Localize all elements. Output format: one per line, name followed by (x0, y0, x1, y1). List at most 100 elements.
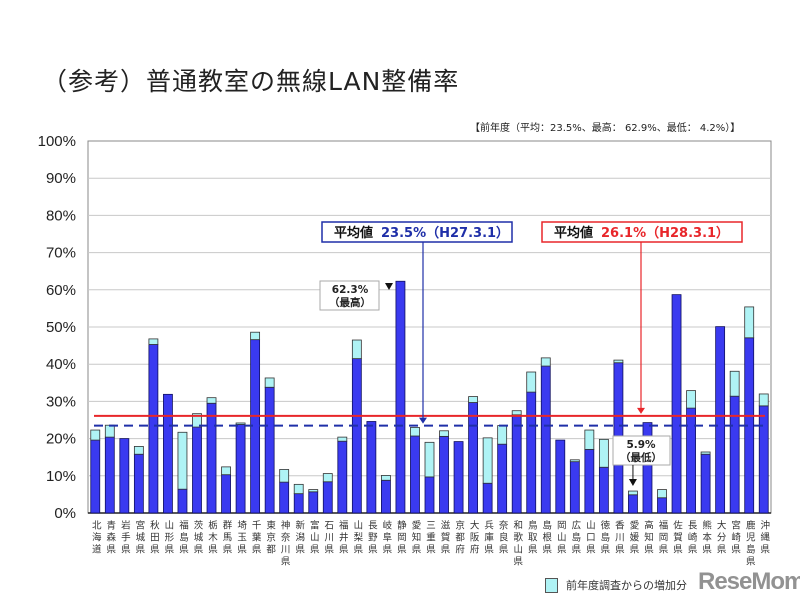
category-label: 鳥取県 (526, 519, 538, 556)
bar-46 (758, 405, 769, 514)
avg-prev-callout-value: 23.5%（H27.3.1） (381, 225, 509, 241)
bars (90, 280, 769, 514)
bar-increase-23 (424, 441, 435, 478)
avg-current-callout-label: 平均値 (554, 225, 593, 241)
avg-current-callout-text: 平均値 26.1%（H28.3.1） (554, 225, 729, 241)
category-label: 茨城県 (191, 519, 203, 556)
bar-37 (628, 494, 638, 514)
avg-prev-callout-text: 平均値 23.5%（H27.3.1） (334, 225, 509, 241)
min-note-sub: （最低） (620, 451, 662, 464)
category-label: 福井県 (337, 519, 349, 556)
bar-increase-36 (613, 359, 624, 364)
avg-prev-callout-arrowhead-icon (419, 417, 427, 424)
category-label: 長崎県 (686, 520, 698, 556)
bar-17 (337, 440, 348, 514)
bar-7 (192, 426, 202, 514)
bar-23 (424, 476, 435, 514)
legend-swatch-increase (545, 577, 558, 593)
bar-increase-39 (657, 489, 667, 499)
category-label: 長野県 (366, 520, 378, 556)
bar-8 (206, 402, 217, 514)
previous-year-note: 【前年度（平均：23.5%、最高： 62.9%、最低： 4.2%）】 (470, 123, 741, 134)
bar-27 (482, 482, 493, 514)
avg-current-callout-value: 26.1%（H28.3.1） (601, 225, 729, 241)
category-label: 大分県 (715, 519, 727, 556)
category-label: 岡山県 (555, 520, 567, 556)
bar-24 (439, 435, 449, 514)
y-axis-ticks: 0% 10% 20% 30% 40% 50% 60% 70% 80% 90% 100% (38, 133, 76, 522)
min-marker-icon (628, 479, 637, 486)
bar-increase-8 (206, 397, 217, 404)
bar-0 (90, 439, 101, 514)
bar-40 (671, 294, 682, 514)
category-label: 和歌山県 (511, 520, 523, 568)
max-note-box (319, 280, 380, 311)
bar-18 (351, 358, 362, 514)
bar-increase-0 (90, 429, 101, 441)
bar-increase-31 (540, 357, 551, 367)
y-tick-label: 90% (46, 170, 76, 187)
category-label: 岩手県 (119, 519, 131, 556)
y-tick-label: 0% (54, 505, 76, 522)
category-label: 群馬県 (221, 519, 233, 556)
y-tick-label: 80% (46, 207, 76, 224)
category-label: 徳島県 (598, 519, 610, 556)
category-label: 静岡県 (395, 519, 407, 556)
bar-increase-17 (337, 436, 348, 442)
y-tick-label: 70% (46, 245, 76, 262)
bar-13 (279, 481, 290, 514)
category-label: 東京都 (264, 519, 276, 556)
bar-increase-12 (264, 377, 275, 388)
bar-22 (410, 435, 420, 514)
bar-12 (264, 386, 275, 514)
category-label: 山形県 (162, 520, 174, 556)
min-note-value: 5.9% (626, 439, 656, 451)
bar-increase-46 (758, 393, 769, 407)
category-label: 宮城県 (133, 519, 145, 556)
bar-21 (395, 280, 406, 514)
category-label: 福島県 (177, 519, 189, 556)
category-label: 北海道 (90, 520, 102, 556)
category-label: 滋賀県 (439, 519, 451, 556)
category-label: 福岡県 (657, 519, 669, 556)
category-label: 神奈川県 (279, 519, 291, 568)
y-tick-label: 100% (38, 133, 76, 150)
bar-39 (657, 497, 667, 514)
bar-32 (555, 439, 566, 514)
bar-increase-15 (308, 489, 319, 493)
category-label: 栃木県 (206, 519, 218, 556)
legend: 前年度調査からの増加分 (545, 577, 687, 593)
max-note-value: 62.3% (332, 284, 369, 296)
bar-35 (598, 466, 609, 514)
category-label: 秋田県 (148, 519, 160, 556)
bar-42 (700, 453, 711, 514)
bar-33 (569, 461, 580, 514)
category-label: 宮崎県 (729, 519, 741, 556)
x-axis-labels: 北海道 青森県 岩手県 宮城県 秋田県 山形県 福島県 茨城県 栃木県 群馬県 埼玉県 千葉県 東京都神… (90, 519, 770, 568)
bar-increase-16 (322, 473, 333, 483)
category-label: 島根県 (540, 519, 552, 556)
bar-1 (104, 436, 115, 514)
legend-label: 前年度調査からの増加分 (566, 579, 687, 592)
category-label: 熊本県 (700, 519, 712, 556)
avg-prev-callout-box (321, 221, 513, 243)
bar-increase-35 (598, 438, 609, 468)
avg-prev-callout-label: 平均値 (334, 225, 373, 241)
bar-increase-13 (279, 469, 290, 483)
category-label: 山梨県 (351, 520, 363, 556)
category-label: 大阪府 (468, 519, 480, 556)
bar-increase-28 (497, 425, 508, 445)
bar-10 (235, 424, 246, 514)
bar-increase-33 (569, 459, 580, 463)
bar-increase-1 (104, 424, 115, 438)
bar-20 (381, 479, 391, 514)
bar-43 (715, 326, 726, 514)
category-label: 鹿児島県 (744, 519, 756, 568)
annotations: 62.3%（最高） 5.9%（最低） (319, 280, 671, 486)
bar-increase-11 (250, 331, 261, 341)
bar-14 (293, 493, 304, 514)
bar-44 (729, 395, 740, 514)
category-label: 佐賀県 (671, 519, 683, 556)
bar-increase-29 (511, 410, 522, 416)
